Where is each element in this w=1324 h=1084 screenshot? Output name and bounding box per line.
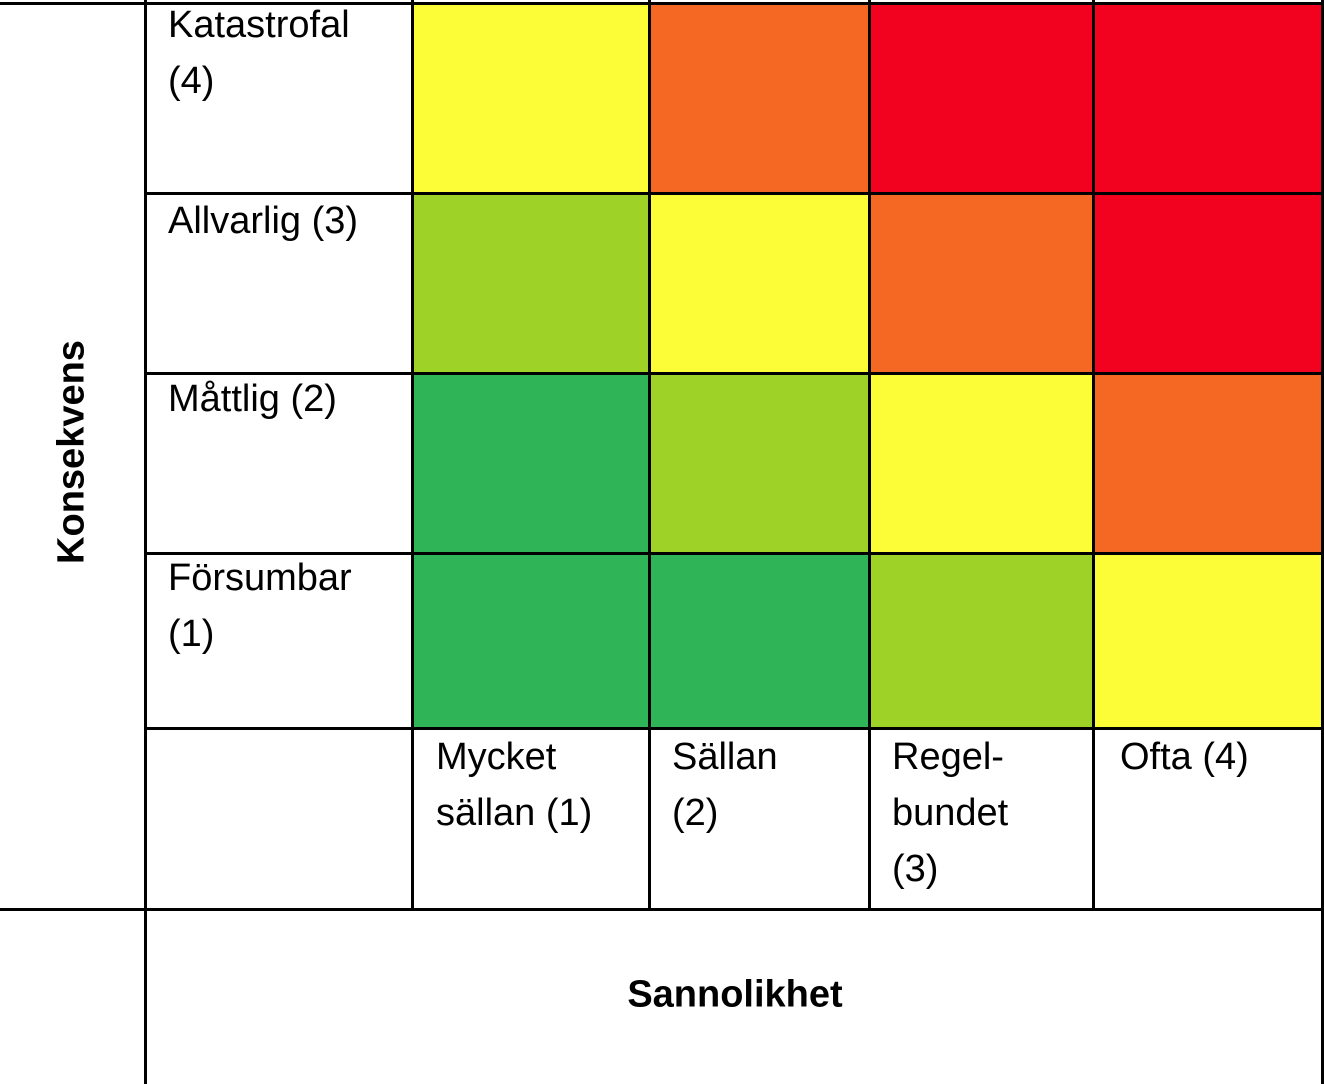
grid-line-col-3 — [868, 0, 871, 910]
column-label-sallan: Sällan (2) — [672, 736, 778, 834]
grid-line-row-3 — [145, 552, 1324, 555]
x-axis-title: Sannolikhet — [627, 973, 843, 1016]
grid-line-row-4 — [145, 727, 1324, 730]
risk-cell-r1-c4 — [1094, 554, 1322, 729]
risk-cell-r3-c1 — [413, 194, 650, 374]
risk-cell-r2-c1 — [413, 374, 650, 554]
risk-cell-r2-c3 — [870, 374, 1094, 554]
row-label-katastrofal: Katastrofal (4) — [168, 4, 350, 102]
risk-cell-r1-c3 — [870, 554, 1094, 729]
grid-line-row-1 — [145, 192, 1324, 195]
row-label-forsumbar: Försumbar (1) — [168, 557, 352, 655]
risk-cell-r3-c4 — [1094, 194, 1322, 374]
grid-line-col-0 — [144, 0, 147, 1084]
column-label-mycket-sallan: Mycket sällan (1) — [436, 736, 593, 834]
grid-line-row-2 — [145, 372, 1324, 375]
grid-line-bottom — [0, 908, 1324, 911]
risk-cell-r2-c4 — [1094, 374, 1322, 554]
row-label-allvarlig: Allvarlig (3) — [168, 200, 359, 242]
grid-line-right — [1321, 0, 1324, 1084]
risk-cell-r1-c2 — [650, 554, 870, 729]
grid-line-top — [0, 2, 1324, 5]
risk-cell-r4-c1 — [413, 4, 650, 194]
risk-cell-r4-c4 — [1094, 4, 1322, 194]
risk-cell-r3-c3 — [870, 194, 1094, 374]
risk-cell-r1-c1 — [413, 554, 650, 729]
risk-cell-r4-c2 — [650, 4, 870, 194]
grid-line-col-2 — [648, 0, 651, 910]
grid-line-col-4 — [1092, 0, 1095, 910]
risk-cell-r2-c2 — [650, 374, 870, 554]
column-label-ofta: Ofta (4) — [1120, 736, 1249, 778]
grid-line-col-1 — [411, 0, 414, 910]
risk-cell-r3-c2 — [650, 194, 870, 374]
row-label-mattlig: Måttlig (2) — [168, 378, 337, 420]
risk-cell-r4-c3 — [870, 4, 1094, 194]
column-label-regelbundet: Regel- bundet (3) — [892, 736, 1009, 890]
